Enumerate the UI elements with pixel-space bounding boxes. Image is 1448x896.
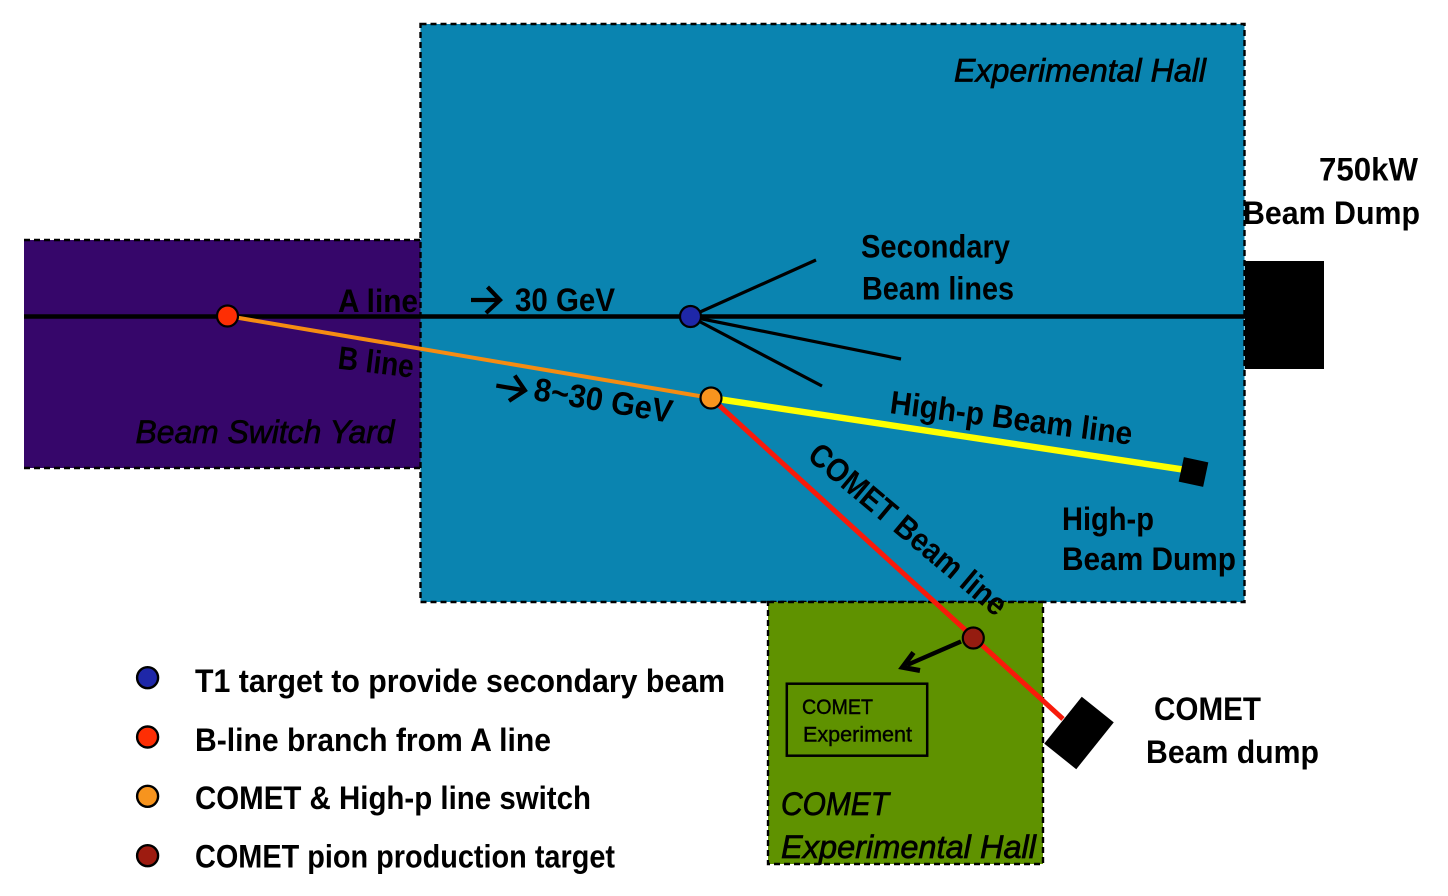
svg-text:Beam Dump: Beam Dump bbox=[1243, 195, 1420, 231]
svg-text:Experiment: Experiment bbox=[803, 724, 912, 747]
svg-text:Beam dump: Beam dump bbox=[1146, 734, 1319, 770]
svg-text:COMET: COMET bbox=[1154, 691, 1261, 727]
svg-text:Secondary: Secondary bbox=[861, 229, 1010, 265]
svg-text:COMET: COMET bbox=[781, 786, 891, 822]
svg-text:Beam Dump: Beam Dump bbox=[1062, 541, 1236, 577]
svg-text:750kW: 750kW bbox=[1319, 152, 1418, 188]
svg-text:T1 target to provide secondary: T1 target to provide secondary beam bbox=[195, 663, 725, 699]
svg-text:30 GeV: 30 GeV bbox=[515, 282, 615, 318]
svg-text:Beam Switch Yard: Beam Switch Yard bbox=[136, 414, 396, 450]
svg-text:COMET pion production target: COMET pion production target bbox=[195, 839, 615, 875]
svg-text:Beam lines: Beam lines bbox=[862, 271, 1014, 307]
svg-text:B-line branch from A line: B-line branch from A line bbox=[195, 722, 551, 758]
svg-text:A line: A line bbox=[338, 283, 418, 319]
svg-text:Experimental Hall: Experimental Hall bbox=[781, 829, 1037, 865]
svg-text:High-p: High-p bbox=[1062, 501, 1154, 537]
svg-text:COMET: COMET bbox=[802, 696, 873, 719]
svg-text:Experimental Hall: Experimental Hall bbox=[954, 53, 1207, 89]
svg-text:COMET & High-p line switch: COMET & High-p line switch bbox=[195, 780, 591, 816]
